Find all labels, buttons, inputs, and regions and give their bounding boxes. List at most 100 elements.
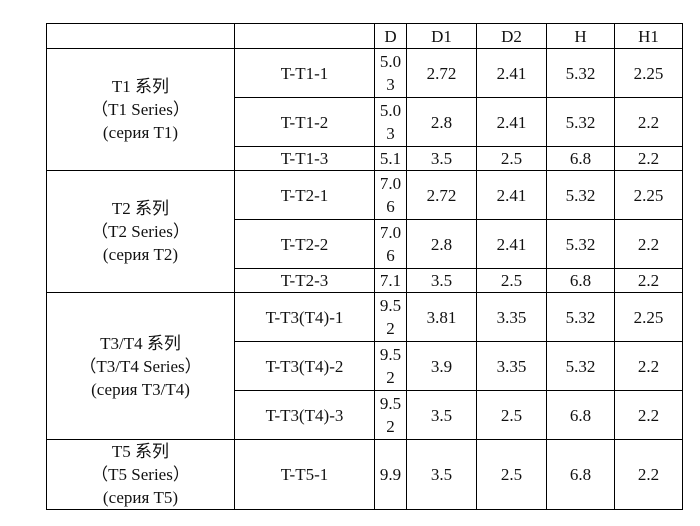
table-row: T1 系列 （T1 Series） (серия T1) T-T1-1 5.03… [46, 48, 683, 171]
d1-cell: 2.8 [406, 97, 477, 147]
spec-table: D D1 D2 H H1 T1 系列 （T1 Series） (серия T1… [46, 23, 683, 510]
series-name-cn: T1 系列 [111, 77, 170, 96]
table-row: T-T1-2 5.03 2.8 2.41 5.32 2.2 [47, 97, 683, 147]
series-label: T5 系列 （T5 Series） (серия T5) [46, 439, 235, 510]
h-cell: 5.32 [546, 97, 615, 147]
d1-cell: 2.8 [406, 219, 477, 269]
d1-cell: 3.5 [406, 146, 477, 171]
d2-cell: 2.41 [476, 219, 547, 269]
header-h: H [546, 23, 615, 49]
h-cell: 6.8 [546, 390, 615, 440]
model-cell: T-T1-3 [234, 146, 375, 171]
model-cell: T-T3(T4)-3 [234, 390, 375, 440]
series-name-en: （T5 Series） [91, 465, 190, 484]
d2-cell: 2.5 [476, 268, 547, 293]
header-d2: D2 [476, 23, 547, 49]
h1-cell: 2.2 [614, 268, 683, 293]
header-series-cell [46, 23, 235, 49]
d2-cell: 3.35 [476, 341, 547, 391]
series-name-en: （T2 Series） [91, 222, 190, 241]
h-cell: 5.32 [546, 292, 615, 342]
d-value: 5.1 [379, 149, 402, 168]
model-cell: T-T2-2 [234, 219, 375, 269]
series-label: T3/T4 系列 （T3/T4 Series） (серия T3/T4) [46, 292, 235, 440]
d1-cell: 3.5 [406, 390, 477, 440]
series-name-cn: T5 系列 [111, 442, 170, 461]
h-cell: 5.32 [546, 170, 615, 220]
table-row: T-T3(T4)-2 9.52 3.9 3.35 5.32 2.2 [47, 341, 683, 391]
header-h1: H1 [614, 23, 683, 49]
d-value: 7.06 [379, 174, 402, 216]
d1-cell: 2.72 [406, 170, 477, 220]
model-cell: T-T3(T4)-1 [234, 292, 375, 342]
d-cell: 5.1 [374, 146, 407, 171]
d-cell: 5.03 [374, 97, 407, 147]
d-cell: 7.06 [374, 219, 407, 269]
h-cell: 5.32 [546, 219, 615, 269]
model-cell: T-T3(T4)-2 [234, 341, 375, 391]
d-value: 5.03 [379, 101, 402, 143]
h-cell: 5.32 [546, 48, 615, 98]
d1-cell: 3.81 [406, 292, 477, 342]
d1-cell: 3.5 [406, 439, 477, 510]
model-cell: T-T5-1 [234, 439, 375, 510]
d-cell: 5.03 [374, 48, 407, 98]
header-d1: D1 [406, 23, 477, 49]
series-label: T2 系列 （T2 Series） (серия T2) [46, 170, 235, 293]
model-cell: T-T2-1 [234, 170, 375, 220]
h-cell: 5.32 [546, 341, 615, 391]
h1-cell: 2.2 [614, 97, 683, 147]
series-label: T1 系列 （T1 Series） (серия T1) [46, 48, 235, 171]
h-cell: 6.8 [546, 439, 615, 510]
header-row: D D1 D2 H H1 [46, 23, 683, 49]
model-cell: T-T2-3 [234, 268, 375, 293]
d2-cell: 2.41 [476, 170, 547, 220]
d-value: 7.06 [379, 223, 402, 265]
series-name-en: （T1 Series） [91, 100, 190, 119]
d1-cell: 3.9 [406, 341, 477, 391]
table-row: T-T2-3 7.1 3.5 2.5 6.8 2.2 [47, 268, 683, 293]
d2-cell: 2.5 [476, 146, 547, 171]
header-d: D [374, 23, 407, 49]
h1-cell: 2.2 [614, 146, 683, 171]
h1-cell: 2.2 [614, 219, 683, 269]
d-cell: 7.1 [374, 268, 407, 293]
d1-cell: 3.5 [406, 268, 477, 293]
d-value: 9.52 [379, 345, 402, 387]
d-cell: 9.9 [374, 439, 407, 510]
table-row: T-T2-2 7.06 2.8 2.41 5.32 2.2 [47, 219, 683, 269]
header-model-cell [234, 23, 375, 49]
h-cell: 6.8 [546, 146, 615, 171]
series-name-cn: T2 系列 [111, 199, 170, 218]
h-cell: 6.8 [546, 268, 615, 293]
h1-cell: 2.2 [614, 439, 683, 510]
d-value: 5.03 [379, 52, 402, 94]
d-value: 9.52 [379, 296, 402, 338]
model-cell: T-T1-2 [234, 97, 375, 147]
table-row: T-T3(T4)-3 9.52 3.5 2.5 6.8 2.2 [47, 390, 683, 440]
h1-cell: 2.2 [614, 341, 683, 391]
table-row: T-T1-3 5.1 3.5 2.5 6.8 2.2 [47, 146, 683, 171]
h1-cell: 2.2 [614, 390, 683, 440]
series-name-ru: (серия T5) [102, 488, 179, 507]
series-name-en: （T3/T4 Series） [79, 356, 202, 376]
h1-cell: 2.25 [614, 48, 683, 98]
d2-cell: 2.41 [476, 97, 547, 147]
h1-cell: 2.25 [614, 292, 683, 342]
d-cell: 9.52 [374, 341, 407, 391]
d-value: 9.9 [379, 465, 402, 484]
d-cell: 9.52 [374, 390, 407, 440]
d-cell: 7.06 [374, 170, 407, 220]
d2-cell: 2.41 [476, 48, 547, 98]
series-name-ru: (серия T3/T4) [91, 379, 190, 399]
d1-cell: 2.72 [406, 48, 477, 98]
d2-cell: 3.35 [476, 292, 547, 342]
table-row: T2 系列 （T2 Series） (серия T2) T-T2-1 7.06… [46, 170, 683, 293]
d-value: 7.1 [379, 271, 402, 290]
table-row: T5 系列 （T5 Series） (серия T5) T-T5-1 9.9 … [46, 439, 683, 510]
d2-cell: 2.5 [476, 439, 547, 510]
series-name-ru: (серия T1) [102, 123, 179, 142]
d-cell: 9.52 [374, 292, 407, 342]
h1-cell: 2.25 [614, 170, 683, 220]
model-cell: T-T1-1 [234, 48, 375, 98]
